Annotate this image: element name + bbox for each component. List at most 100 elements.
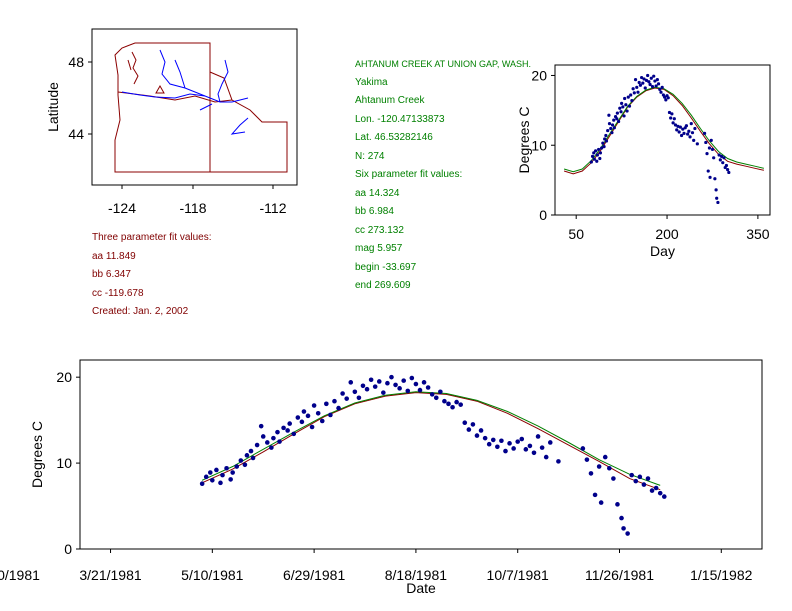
data-point <box>655 78 659 82</box>
x-tick-label: 8/18/1981 <box>385 567 447 583</box>
data-point <box>692 138 696 142</box>
data-point <box>669 116 673 120</box>
data-point <box>676 124 680 128</box>
data-point <box>637 474 643 480</box>
data-point <box>438 389 443 395</box>
data-point <box>421 380 427 385</box>
day-of-year-chart: 50 200 350 0 10 20 Day Degrees C <box>516 64 771 259</box>
data-point <box>454 399 459 405</box>
data-point <box>606 128 610 133</box>
data-point <box>643 86 647 90</box>
data-point <box>633 78 638 82</box>
station-lat: Lat. 46.53282146 <box>355 132 433 143</box>
map-xtick-label: -112 <box>260 200 287 216</box>
data-point <box>724 163 728 168</box>
data-point <box>417 387 423 393</box>
data-point <box>277 439 282 444</box>
data-point <box>635 85 639 89</box>
data-point <box>619 515 624 521</box>
data-point <box>466 427 472 432</box>
data-point <box>580 446 586 451</box>
y-axis-label: Degrees C <box>516 107 532 174</box>
data-point <box>604 133 608 138</box>
data-point <box>624 103 628 107</box>
data-point <box>462 420 468 426</box>
data-point <box>718 158 722 162</box>
data-point <box>547 440 553 445</box>
data-point <box>611 476 616 481</box>
six-param-heading: Six parameter fit values: <box>355 169 463 180</box>
data-point <box>645 476 651 481</box>
data-point <box>663 95 667 99</box>
station-stream: Ahtanum Creek <box>355 95 425 106</box>
y-tick-label: 0 <box>64 541 72 557</box>
data-point <box>207 470 213 475</box>
six-param-mag: mag 5.957 <box>355 243 403 254</box>
data-point <box>653 79 657 83</box>
data-point <box>625 531 630 536</box>
data-point <box>636 90 640 94</box>
data-point <box>397 386 402 391</box>
data-point <box>230 470 235 475</box>
data-point <box>657 490 663 496</box>
data-point <box>638 83 642 87</box>
coast-islands <box>127 51 139 85</box>
data-point <box>499 438 504 444</box>
data-point <box>717 153 721 157</box>
data-point <box>242 462 248 468</box>
data-point <box>702 131 707 135</box>
data-point <box>360 383 366 389</box>
data-point <box>646 73 650 78</box>
data-point <box>429 392 435 397</box>
data-point <box>632 91 636 95</box>
data-point <box>281 425 286 431</box>
data-point <box>706 169 710 173</box>
data-point <box>603 137 607 141</box>
data-point <box>675 128 679 132</box>
data-point <box>677 130 681 134</box>
data-point <box>234 464 240 469</box>
data-point <box>654 84 658 88</box>
data-point <box>627 104 632 108</box>
station-lon: Lon. -120.47133873 <box>355 113 445 125</box>
data-point <box>258 423 264 429</box>
data-point <box>364 386 370 392</box>
data-point <box>707 146 712 150</box>
data-point <box>616 119 621 124</box>
data-point <box>592 157 596 161</box>
y-tick-label: 10 <box>531 137 547 153</box>
data-point <box>228 477 233 482</box>
x-tick-label: 5/10/1981 <box>181 567 243 583</box>
y-tick-label: 20 <box>56 369 72 385</box>
data-point <box>271 435 276 441</box>
data-point <box>612 118 616 122</box>
data-point <box>598 500 604 505</box>
data-point <box>495 444 500 450</box>
data-point <box>332 398 337 404</box>
x-tick-label: 200 <box>655 226 679 242</box>
data-point <box>244 453 250 458</box>
x-tick-label: 6/29/1981 <box>283 567 345 583</box>
data-point <box>704 140 708 145</box>
plot-frame <box>79 359 763 550</box>
data-point <box>401 378 406 383</box>
data-point <box>507 441 512 446</box>
data-point <box>623 96 627 101</box>
data-point <box>652 74 656 78</box>
data-point <box>556 459 561 464</box>
data-point <box>340 391 345 396</box>
data-point <box>719 154 724 158</box>
data-point <box>640 75 644 80</box>
data-point <box>598 156 602 161</box>
data-point <box>629 472 635 478</box>
data-point <box>631 87 635 91</box>
data-point <box>658 87 662 92</box>
x-axis-label: Date <box>406 580 436 596</box>
data-point <box>647 80 651 84</box>
data-point <box>336 405 341 411</box>
data-point <box>596 464 602 469</box>
data-point <box>309 424 315 430</box>
data-point <box>405 388 411 394</box>
data-point <box>612 126 616 130</box>
data-point <box>275 429 280 435</box>
